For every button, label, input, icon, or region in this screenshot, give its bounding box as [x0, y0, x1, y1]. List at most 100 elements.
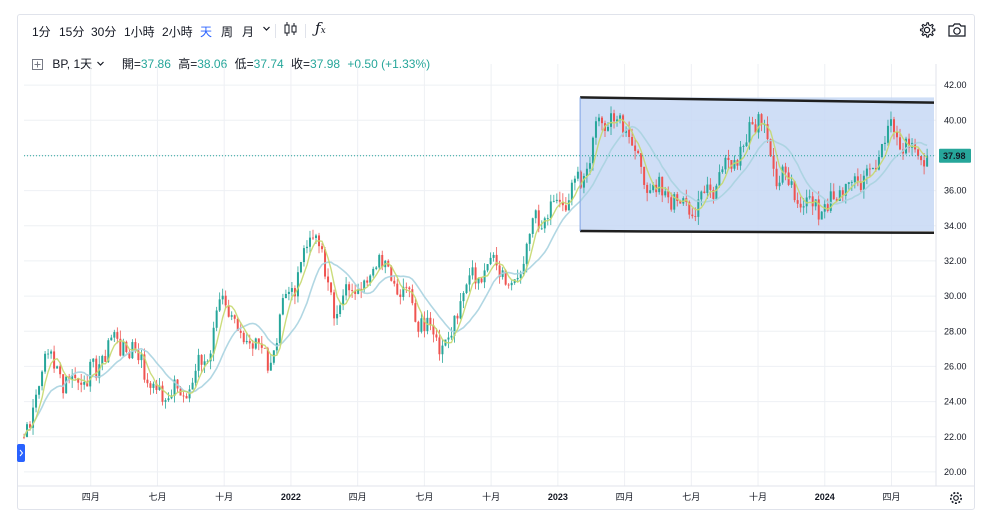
- open-value: 37.86: [140, 57, 171, 71]
- candle-body: [905, 138, 908, 154]
- interval-1w-button[interactable]: 周: [221, 25, 234, 39]
- change-value: +0.50: [347, 57, 378, 71]
- scroll-left-handle[interactable]: [17, 444, 25, 462]
- time-axis: 四月 七月 十月 2022 四月 七月 十月 2023 四月 七月 十月 2024 四月: [82, 491, 901, 502]
- time-tick-label: 七月: [148, 492, 166, 502]
- expand-legend-icon[interactable]: [32, 59, 43, 73]
- candle-body: [56, 366, 59, 369]
- candle: [769, 138, 772, 158]
- gear-icon[interactable]: [918, 21, 936, 42]
- candle-body: [688, 202, 691, 215]
- candle: [173, 375, 176, 403]
- interval-1m-button[interactable]: 1分: [32, 25, 51, 39]
- candle-body: [227, 305, 230, 317]
- chevron-down-icon[interactable]: [262, 21, 271, 38]
- channel-top-line[interactable]: [580, 96, 935, 104]
- candle-body: [877, 157, 880, 170]
- candle-body: [658, 176, 661, 193]
- candle: [826, 198, 829, 213]
- candle: [77, 378, 80, 391]
- axis-settings-gear-icon[interactable]: [949, 491, 962, 504]
- candle: [576, 166, 579, 182]
- candle: [528, 233, 531, 252]
- candle-body: [664, 191, 667, 196]
- candle: [101, 354, 104, 371]
- time-tick-label: 七月: [682, 492, 700, 502]
- candle-body: [450, 335, 453, 338]
- candle-body: [591, 137, 594, 164]
- candle-body: [616, 119, 619, 122]
- candle-body: [715, 185, 718, 200]
- candle: [724, 154, 727, 174]
- time-tick-label: 十月: [215, 491, 233, 502]
- candle-body: [492, 254, 495, 258]
- candlestick-icon[interactable]: [283, 20, 299, 41]
- candle: [751, 116, 754, 125]
- candle-body: [215, 310, 218, 328]
- candle: [351, 283, 354, 298]
- candle-body: [528, 233, 531, 244]
- candle: [594, 116, 597, 145]
- candle: [155, 379, 158, 394]
- candle: [856, 168, 859, 187]
- candle: [333, 289, 336, 326]
- channel-bottom-line[interactable]: [580, 229, 935, 235]
- change-percent: (+1.33%): [381, 57, 431, 71]
- candle: [709, 178, 712, 198]
- candle-body: [838, 190, 841, 201]
- candle: [905, 136, 908, 155]
- candle: [917, 148, 920, 160]
- candle-body: [742, 146, 745, 147]
- fx-icon[interactable]: ƒx: [315, 19, 326, 37]
- candle-body: [468, 275, 471, 285]
- candle-body: [203, 361, 206, 365]
- moving-average-slow: [23, 125, 928, 438]
- candle: [850, 180, 853, 191]
- candle: [149, 381, 152, 395]
- candle: [507, 283, 510, 289]
- candle-body: [673, 194, 676, 210]
- candle-body: [366, 280, 369, 283]
- price-channel-fill[interactable]: [580, 97, 934, 232]
- candle-body: [47, 353, 50, 355]
- candle: [582, 173, 585, 194]
- candlestick-series: [23, 106, 929, 440]
- candle: [354, 284, 357, 300]
- candle: [784, 162, 787, 181]
- candle-body: [23, 436, 25, 438]
- candle: [564, 197, 567, 213]
- interval-15m-button[interactable]: 15分: [59, 25, 85, 39]
- candle: [363, 279, 366, 294]
- candle: [697, 190, 700, 225]
- candle-body: [610, 113, 613, 127]
- candle-body: [694, 216, 697, 217]
- interval-2h-button[interactable]: 2小時: [162, 25, 193, 39]
- interval-1h-button[interactable]: 1小時: [124, 25, 155, 39]
- candle: [628, 121, 631, 144]
- candle-body: [793, 181, 796, 201]
- symbol-dropdown-chevron-icon[interactable]: [96, 57, 105, 71]
- candle: [495, 247, 498, 271]
- candle: [766, 116, 769, 143]
- camera-icon[interactable]: [947, 21, 967, 42]
- interval-1mo-button[interactable]: 月: [242, 25, 255, 39]
- symbol-label[interactable]: BP, 1天: [52, 57, 93, 71]
- interval-30m-button[interactable]: 30分: [91, 25, 117, 39]
- candle: [236, 316, 239, 331]
- candle: [254, 337, 257, 350]
- candle-body: [588, 163, 591, 169]
- candle-body: [330, 282, 333, 293]
- candle: [865, 164, 868, 185]
- candle-body: [35, 394, 38, 408]
- candle-body: [333, 292, 336, 319]
- candle-body: [856, 176, 859, 182]
- candle-body: [128, 352, 131, 359]
- candle-body: [781, 166, 784, 183]
- candle: [272, 350, 275, 365]
- candle-body: [393, 280, 396, 284]
- interval-1d-button[interactable]: 天: [200, 25, 213, 39]
- candle-body: [134, 342, 137, 351]
- chart-legend: BP, 1天 開=37.86 高=38.06 低=37.74 收=37.98 +…: [32, 55, 430, 73]
- candle-body: [582, 175, 585, 188]
